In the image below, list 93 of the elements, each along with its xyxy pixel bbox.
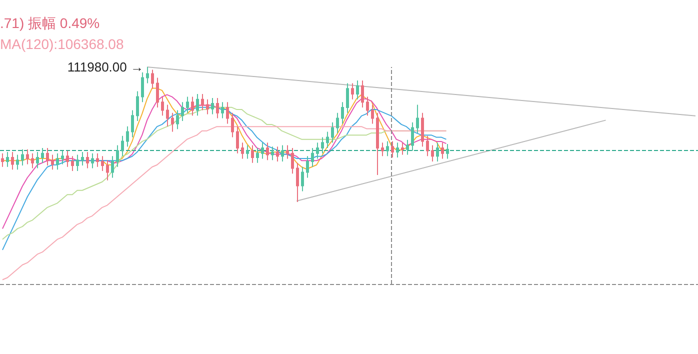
candlestick	[356, 80, 359, 100]
candlestick	[16, 154, 19, 170]
candlestick	[121, 135, 124, 157]
candlestick	[326, 131, 329, 148]
candlestick	[271, 146, 274, 161]
candlestick	[11, 152, 14, 170]
candlestick	[171, 112, 174, 132]
candlestick	[46, 148, 49, 166]
candlestick	[381, 142, 384, 157]
candlestick	[126, 126, 129, 148]
candlestick	[241, 142, 244, 160]
candlestick	[291, 148, 294, 174]
candlestick	[416, 104, 419, 134]
candlestick	[376, 112, 379, 176]
candlestick	[431, 144, 434, 162]
candlestick	[101, 156, 104, 172]
candlestick	[346, 82, 349, 114]
candlestick	[226, 102, 229, 124]
candlestick	[31, 152, 34, 169]
candlestick	[81, 152, 84, 166]
candlestick	[441, 142, 444, 160]
text: .71) 振幅 0.49%	[0, 15, 100, 31]
candlestick	[446, 143, 449, 160]
candlestick	[96, 152, 99, 168]
candlestick	[371, 104, 374, 124]
candlestick	[236, 126, 239, 154]
candlestick	[191, 96, 194, 116]
candlestick	[176, 110, 179, 130]
candlestick	[336, 112, 339, 134]
candlestick	[386, 140, 389, 157]
candlestick	[1, 152, 4, 168]
candlestick	[186, 96, 189, 114]
candlestick	[166, 104, 169, 127]
candlestick	[246, 144, 249, 160]
candlestick	[156, 77, 159, 108]
candlestick	[41, 148, 44, 164]
candlestick	[216, 98, 219, 119]
candlestick	[116, 144, 119, 168]
candlestick	[91, 152, 94, 169]
candlestick	[306, 156, 309, 178]
candlestick	[66, 150, 69, 168]
candlestick	[361, 80, 364, 108]
candlestick	[396, 142, 399, 158]
candlestick	[406, 139, 409, 156]
candlestick	[26, 148, 29, 165]
candlestick	[401, 142, 404, 156]
candlestick	[266, 142, 269, 161]
annotation: 111980.00 →	[67, 60, 144, 74]
candlestick	[51, 154, 54, 170]
candlestick	[351, 82, 354, 100]
candlestick	[421, 112, 424, 148]
candlestick	[426, 135, 429, 157]
candlestick	[61, 150, 64, 165]
candlestick	[201, 94, 204, 111]
candlestick	[316, 142, 319, 160]
candlestick	[161, 96, 164, 116]
candlestick	[211, 98, 214, 115]
candlestick	[436, 142, 439, 162]
candlestick	[251, 144, 254, 164]
candlestick	[301, 166, 304, 192]
candlestick	[136, 90, 139, 122]
candlestick	[181, 102, 184, 122]
candlestick	[231, 112, 234, 138]
candlestick	[36, 152, 39, 169]
candlestick	[391, 140, 394, 158]
candlestick	[221, 102, 224, 119]
candlestick	[331, 122, 334, 144]
candlestick	[286, 144, 289, 160]
candlestick	[86, 152, 89, 169]
candlestick	[21, 148, 24, 166]
candlestick	[206, 98, 209, 115]
candlestick	[311, 148, 314, 168]
candlestick	[56, 152, 59, 170]
candlestick	[261, 142, 264, 160]
candlestick	[321, 136, 324, 154]
candlestick	[76, 154, 79, 172]
candlestick	[281, 144, 284, 162]
candlestick	[131, 110, 134, 138]
candlestick	[196, 94, 199, 116]
candlestick	[146, 66, 149, 84]
candlestick	[141, 72, 144, 103]
candlestick	[341, 102, 344, 124]
candlestick	[276, 146, 279, 162]
candlestick	[411, 122, 414, 152]
candlestick	[71, 156, 74, 172]
candlestick	[151, 69, 154, 90]
text: MA(120):106368.08	[0, 36, 124, 52]
candlestick	[106, 160, 109, 181]
candlestick	[296, 162, 299, 202]
candlestick	[256, 148, 259, 164]
candlestick	[366, 96, 369, 116]
candlestick	[6, 152, 9, 168]
candlestick	[111, 156, 114, 178]
